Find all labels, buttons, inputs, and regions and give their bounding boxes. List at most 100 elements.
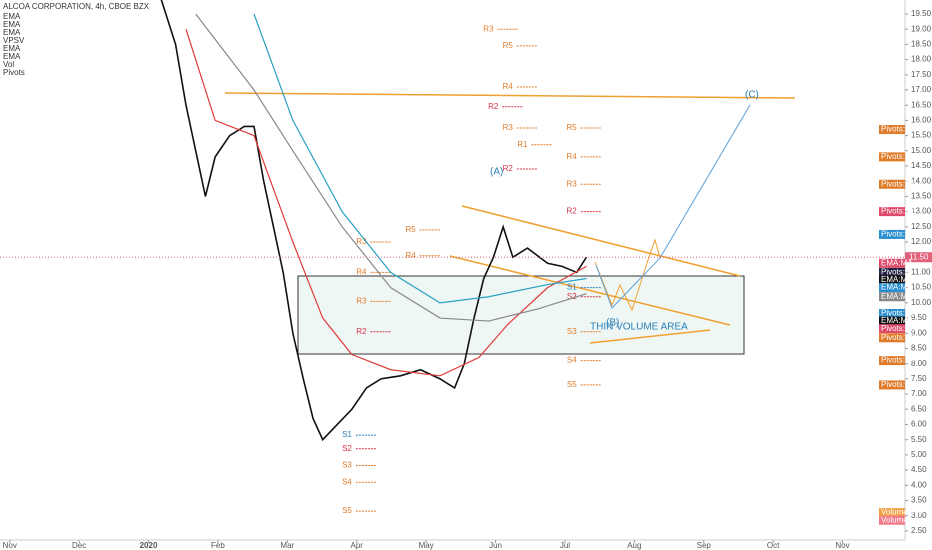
y-tick-label: 4.50 bbox=[911, 465, 927, 474]
pivot-label: S5 bbox=[567, 380, 577, 389]
y-tick-label: 3.00 bbox=[911, 511, 927, 520]
y-tick-label: 9.50 bbox=[911, 313, 927, 322]
pivot-label: R3 bbox=[503, 123, 514, 132]
price-tag-label: Volume MA bbox=[881, 508, 923, 517]
x-tick-label: Mar bbox=[280, 541, 294, 550]
price-tag bbox=[879, 308, 905, 318]
price-line bbox=[253, 13, 587, 304]
y-tick-label: 16.00 bbox=[911, 116, 932, 125]
y-tick-label: 4.00 bbox=[911, 480, 927, 489]
price-tag bbox=[879, 356, 905, 366]
annotation: (B) bbox=[606, 318, 619, 329]
price-tag bbox=[879, 380, 905, 390]
pivot-label: R4 bbox=[356, 268, 367, 277]
projection-path bbox=[595, 104, 751, 309]
annotation: (A) bbox=[490, 167, 503, 178]
indicator-label: EMA bbox=[3, 28, 21, 37]
range-box bbox=[297, 275, 745, 355]
pivot-label: R5 bbox=[405, 225, 416, 234]
price-tag-label: EMA:MA bbox=[881, 275, 913, 284]
y-tick-label: 19.00 bbox=[911, 24, 932, 33]
y-tick-label: 10.50 bbox=[911, 283, 932, 292]
indicator-label: Vol bbox=[3, 60, 14, 69]
trendline bbox=[461, 205, 741, 277]
price-tag bbox=[879, 283, 905, 293]
price-tag-label: EMA:MA bbox=[881, 292, 913, 301]
price-tag-label: Pivots:R3 bbox=[881, 179, 916, 188]
y-tick-label: 5.00 bbox=[911, 450, 927, 459]
y-tick-label: 19.50 bbox=[911, 9, 932, 18]
pivot-label: S3 bbox=[342, 461, 352, 470]
trendline bbox=[589, 329, 711, 344]
price-tag-label: Pivots:R5 bbox=[881, 125, 916, 134]
price-tag-label: EMA:MA bbox=[881, 258, 913, 267]
annotation: (C) bbox=[745, 90, 759, 101]
annotation: THIN VOLUME AREA bbox=[590, 322, 688, 333]
y-tick-label: 14.00 bbox=[911, 176, 932, 185]
pivot-label: R3 bbox=[566, 179, 577, 188]
x-tick-label: Jun bbox=[489, 541, 502, 550]
wave-path bbox=[594, 238, 661, 312]
pivot-label: R3 bbox=[356, 237, 367, 246]
y-tick-label: 12.50 bbox=[911, 222, 932, 231]
price-tag-label: EMA:MA bbox=[881, 283, 913, 292]
y-tick-label: 17.50 bbox=[911, 70, 932, 79]
price-tag-label: Pivots:R4 bbox=[881, 152, 916, 161]
price-tag-label: Pivots:S1 bbox=[881, 309, 915, 318]
x-tick-label: Nov bbox=[3, 541, 17, 550]
indicator-label: EMA bbox=[3, 12, 21, 21]
price-tag bbox=[879, 267, 905, 277]
pivot-label: R2 bbox=[488, 102, 499, 111]
y-tick-label: 15.00 bbox=[911, 146, 932, 155]
indicator-label: EMA bbox=[3, 20, 21, 29]
pivot-label: R1 bbox=[517, 140, 528, 149]
y-tick-label: 13.00 bbox=[911, 207, 932, 216]
pivot-label: S1 bbox=[342, 430, 352, 439]
pivot-label: S3 bbox=[567, 327, 577, 336]
price-line bbox=[195, 13, 587, 322]
y-tick-label: 11.00 bbox=[911, 268, 931, 277]
pivot-label: R4 bbox=[503, 82, 514, 91]
y-tick-label: 16.50 bbox=[911, 100, 932, 109]
price-tag bbox=[879, 324, 905, 334]
price-tag bbox=[879, 125, 905, 135]
price-tag bbox=[879, 258, 905, 268]
y-tick-label: 6.00 bbox=[911, 420, 927, 429]
pivot-label: R2 bbox=[356, 327, 367, 336]
price-line bbox=[160, 0, 588, 442]
indicator-label: EMA bbox=[3, 44, 21, 53]
y-tick-label: 5.50 bbox=[911, 435, 927, 444]
price-tag bbox=[879, 179, 905, 189]
x-tick-label: Sep bbox=[697, 541, 712, 550]
pivot-label: R4 bbox=[566, 152, 577, 161]
price-tag-label: Pivots:S3 bbox=[881, 333, 915, 342]
x-tick-label: Dec bbox=[72, 541, 86, 550]
x-tick-label: Aug bbox=[627, 541, 641, 550]
y-tick-label: 9.00 bbox=[911, 328, 927, 337]
last-price-label: 11.50 bbox=[909, 252, 929, 261]
pivot-label: S1 bbox=[567, 283, 577, 292]
x-tick-label: Apr bbox=[350, 541, 363, 550]
y-tick-label: 7.50 bbox=[911, 374, 927, 383]
price-tag bbox=[879, 229, 905, 239]
price-line bbox=[185, 29, 587, 377]
price-tag-label: Pivots:S4 bbox=[881, 356, 915, 365]
y-tick-label: 15.50 bbox=[911, 131, 932, 140]
indicator-label: Pivots bbox=[3, 68, 25, 77]
x-tick-label: Jul bbox=[560, 541, 570, 550]
indicator-label: VPSV bbox=[3, 36, 25, 45]
pivot-label: R4 bbox=[405, 251, 416, 260]
price-tag-label: EMA:MA bbox=[881, 316, 913, 325]
indicator-label: EMA bbox=[3, 52, 21, 61]
price-tag bbox=[879, 152, 905, 162]
price-tag bbox=[879, 515, 905, 525]
price-tag bbox=[879, 292, 905, 302]
pivot-label: R3 bbox=[483, 24, 494, 33]
last-price-tag bbox=[905, 252, 932, 263]
pivot-label: R2 bbox=[503, 164, 514, 173]
y-tick-label: 14.50 bbox=[911, 161, 932, 170]
y-tick-label: 12.00 bbox=[911, 237, 932, 246]
x-tick-label: May bbox=[419, 541, 434, 550]
pivot-label: R5 bbox=[566, 123, 577, 132]
